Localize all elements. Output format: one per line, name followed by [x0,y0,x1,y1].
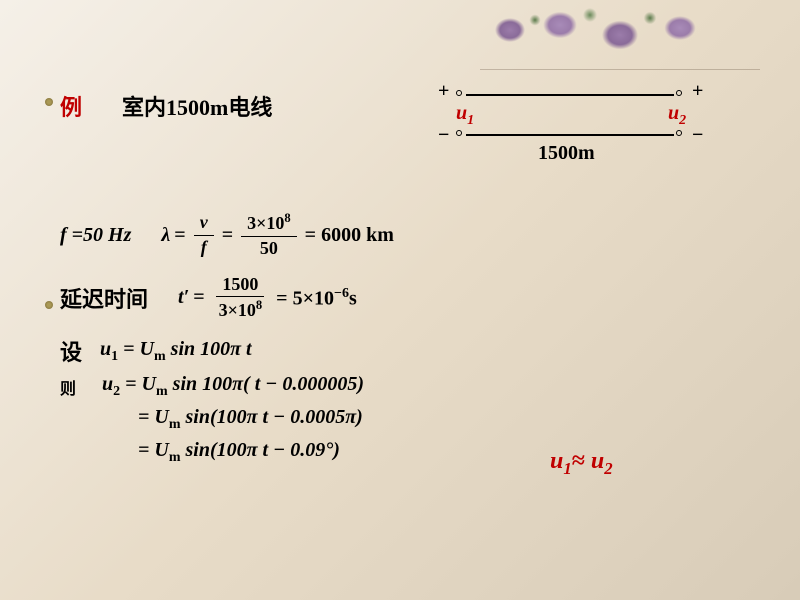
conclusion: u1≈ u2 [550,448,613,479]
delay-result: = 5×10−6s [276,286,357,311]
circuit-diagram: + + u1 u2 − − 1500m [420,80,720,170]
u2-equation-row: 则 u2 = Um sin 100π( t − 0.000005) [60,373,760,400]
u2-cont1: = Um sin(100π t − 0.0005π) [138,406,363,433]
lambda-symbol: λ [161,224,170,247]
u2-equation: u2 = Um sin 100π( t − 0.000005) [102,373,364,400]
plus-left: + [438,80,449,103]
slide-content: 例 室内1500m电线 + + u1 u2 − − 1500m f =50 Hz… [60,90,760,472]
terminal-tl [456,90,462,96]
freq-label: f =50 Hz [60,224,131,247]
terminal-tr [676,90,682,96]
u1-equation: u1 = Um sin 100π t [100,338,252,365]
description-text: 室内1500m电线 [122,90,272,122]
terminal-bl [456,130,462,136]
u2-cont2: = Um sin(100π t − 0.09°) [138,439,340,466]
wire-bottom [466,134,674,136]
wire-top [466,94,674,96]
u1-equation-row: 设 u1 = Um sin 100π t [60,335,760,367]
fraction-numeric: 3×108 50 [241,212,297,259]
tprime-symbol: t′ [178,286,189,309]
delay-label: 延迟时间 [60,282,148,314]
u2-cont2-row: = Um sin(100π t − 0.09°) [138,439,760,466]
u2-label: u2 [668,102,686,129]
minus-left: − [438,124,449,147]
minus-right: − [692,124,703,147]
fraction-vf: v f [194,213,214,258]
set-label: 设 [60,335,82,367]
u2-cont1-row: = Um sin(100π t − 0.0005π) [138,406,760,433]
eq-sign: = [193,286,204,309]
result-text: = 6000 km [305,224,394,247]
eq-sign: = [174,224,185,247]
u1-label: u1 [456,102,474,129]
floral-header-decoration [480,0,760,70]
bullet-decoration [45,98,53,106]
then-label: 则 [60,375,76,399]
eq-sign: = [222,224,233,247]
terminal-br [676,130,682,136]
wavelength-row: f =50 Hz λ = v f = 3×108 50 = 6000 km [60,212,760,259]
plus-right: + [692,80,703,103]
fraction-delay: 1500 3×108 [213,275,269,322]
delay-row: 延迟时间 t′ = 1500 3×108 = 5×10−6s [60,275,760,322]
example-label: 例 [60,90,82,122]
bullet-decoration [45,301,53,309]
length-label: 1500m [538,142,595,165]
